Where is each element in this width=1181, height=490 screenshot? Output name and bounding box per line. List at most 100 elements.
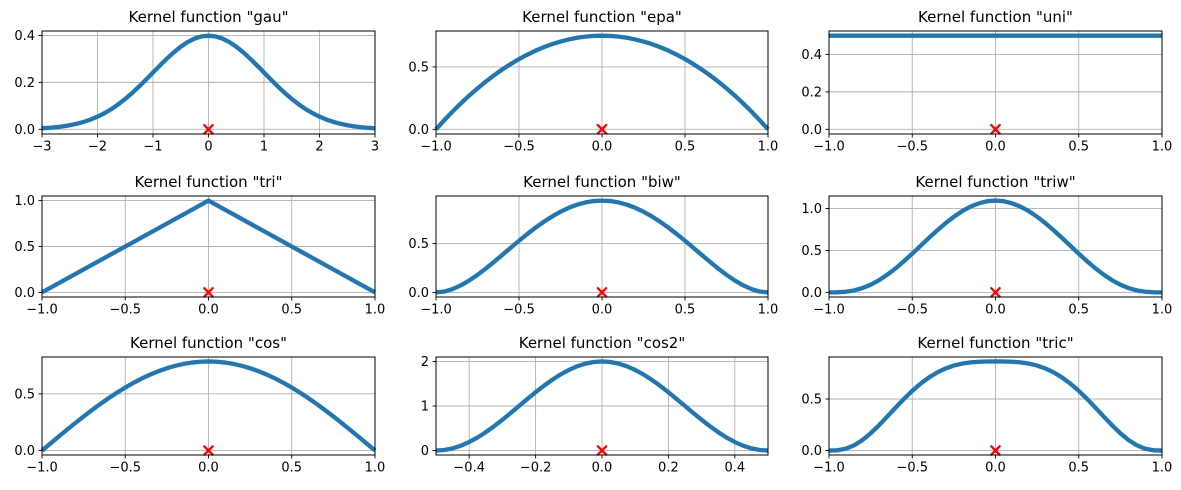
x-tick-label: 0.5 — [1068, 461, 1089, 476]
subplot-title: Kernel function "cos2" — [519, 334, 686, 352]
origin-x-marker-icon — [596, 287, 608, 298]
subplot-uni: −1.0 −0.5 0.0 0.5 1.0 0.0 0.2 0.4 Kernel functio… — [787, 0, 1181, 165]
x-tick-label: 0 — [204, 140, 212, 155]
y-tick-label: 1 — [421, 400, 429, 415]
x-tick-label: −1.0 — [813, 140, 845, 155]
subplot-biw: −1.0 −0.5 0.0 0.5 1.0 0.0 0.5 Kernel function "… — [394, 165, 787, 327]
subplot-title: Kernel function "tri" — [135, 173, 283, 191]
origin-x-marker-icon — [990, 287, 1001, 298]
origin-x-marker-icon — [990, 123, 1001, 135]
grid-lines — [435, 196, 769, 297]
x-tick-label: 1.0 — [365, 303, 386, 318]
subplot-cos: −1.0 −0.5 0.0 0.5 1.0 0.0 0.5 Kernel function "… — [0, 327, 394, 490]
x-tick-label: 0.4 — [724, 461, 745, 476]
tick-marks — [825, 208, 1163, 301]
x-tick-label: 1.0 — [1152, 303, 1173, 318]
y-tick-label: 0.5 — [14, 387, 35, 402]
tick-labels: −1.0 −0.5 0.0 0.5 1.0 0.0 0.5 — [408, 60, 778, 154]
x-tick-label: 0.0 — [985, 140, 1006, 155]
x-tick-label: −1.0 — [813, 461, 845, 476]
subplot-title: Kernel function "triw" — [915, 173, 1075, 191]
y-tick-label: 0.5 — [801, 244, 822, 259]
grid-lines — [436, 357, 768, 455]
x-tick-label: −0.5 — [109, 461, 141, 476]
y-tick-label: 0.5 — [408, 60, 429, 75]
x-tick-label: 1.0 — [758, 303, 779, 318]
x-tick-label: 0.5 — [675, 303, 696, 318]
tick-labels: −1.0 −0.5 0.0 0.5 1.0 0.0 0.5 — [408, 237, 778, 318]
kernel-curve — [40, 198, 377, 295]
y-tick-label: 0.0 — [801, 123, 822, 138]
x-tick-label: −2 — [88, 140, 107, 155]
x-tick-label: 1.0 — [1152, 461, 1173, 476]
tick-marks — [825, 53, 1163, 138]
grid-lines — [41, 31, 376, 134]
y-tick-label: 0.0 — [801, 286, 822, 301]
tick-marks — [38, 34, 376, 138]
x-tick-label: 0.5 — [281, 461, 302, 476]
tick-marks — [38, 393, 376, 459]
origin-x-marker-icon — [990, 445, 1001, 456]
tick-marks — [432, 66, 769, 138]
x-tick-label: 1.0 — [758, 140, 779, 155]
y-tick-label: 1.0 — [14, 194, 35, 209]
subplot-title: Kernel function "biw" — [523, 173, 681, 191]
tick-marks — [432, 361, 736, 459]
x-tick-label: 0.0 — [198, 461, 219, 476]
x-tick-label: 0.0 — [592, 140, 613, 155]
subplot-title: Kernel function "gau" — [129, 8, 289, 26]
tick-marks — [38, 200, 376, 301]
tick-labels: −1.0 −0.5 0.0 0.5 1.0 0.0 0.5 1.0 — [14, 194, 385, 317]
x-tick-label: −0.2 — [520, 461, 552, 476]
y-tick-label: 0.0 — [14, 444, 35, 459]
subplot-title: Kernel function "epa" — [522, 8, 682, 26]
x-tick-label: 0.0 — [592, 303, 613, 318]
y-tick-label: 0.0 — [14, 286, 35, 301]
origin-x-marker-icon — [596, 445, 608, 456]
x-tick-label: −1.0 — [26, 303, 58, 318]
x-tick-label: 1 — [260, 140, 268, 155]
y-tick-label: 0.2 — [14, 76, 35, 91]
kernel-curve — [435, 198, 769, 295]
origin-x-marker-icon — [203, 445, 214, 456]
grid-lines — [828, 31, 1163, 134]
kernel-curve — [828, 359, 1163, 453]
subplot-title: Kernel function "uni" — [918, 8, 1073, 26]
tick-marks — [432, 242, 769, 301]
y-tick-label: 2 — [421, 355, 429, 370]
grid-lines — [828, 357, 1163, 455]
y-tick-label: 0.0 — [14, 123, 35, 138]
subplot-gau-canvas: −3 −2 −1 0 1 2 3 0.0 0.2 0.4 Kernel function "gau" — [14, 8, 379, 155]
subplot-tri-canvas: −1.0 −0.5 0.0 0.5 1.0 0.0 0.5 1.0 Kernel functio… — [14, 173, 385, 318]
tick-labels: −1.0 −0.5 0.0 0.5 1.0 0.0 0.5 — [14, 387, 385, 475]
x-tick-label: −0.5 — [503, 140, 535, 155]
subplot-cos2-canvas: −0.4 −0.2 0.0 0.2 0.4 0 1 2 Kernel function "cos… — [421, 334, 769, 476]
x-tick-label: 0.0 — [985, 303, 1006, 318]
subplot-cos2: −0.4 −0.2 0.0 0.2 0.4 0 1 2 Kernel function "cos… — [394, 327, 787, 490]
x-tick-label: 2 — [315, 140, 323, 155]
x-tick-label: −0.5 — [503, 303, 535, 318]
subplot-tri: −1.0 −0.5 0.0 0.5 1.0 0.0 0.5 1.0 Kernel functio… — [0, 165, 394, 327]
x-tick-label: 1.0 — [365, 461, 386, 476]
y-tick-label: 0.0 — [801, 444, 822, 459]
x-tick-label: 0.5 — [1068, 140, 1089, 155]
y-tick-label: 0.5 — [408, 237, 429, 252]
tick-labels: −1.0 −0.5 0.0 0.5 1.0 0.0 0.5 — [801, 393, 1172, 476]
tick-labels: −3 −2 −1 0 1 2 3 0.0 0.2 0.4 — [14, 29, 379, 155]
subplot-title: Kernel function "tric" — [917, 334, 1073, 352]
subplot-biw-canvas: −1.0 −0.5 0.0 0.5 1.0 0.0 0.5 Kernel function "… — [408, 173, 778, 318]
x-tick-label: −0.5 — [896, 303, 928, 318]
x-tick-label: −0.5 — [109, 303, 141, 318]
x-tick-label: 0.2 — [658, 461, 679, 476]
kernel-curve — [435, 359, 769, 453]
x-tick-label: −1 — [143, 140, 162, 155]
x-tick-label: −1.0 — [420, 303, 452, 318]
grid-lines — [41, 357, 376, 455]
kernel-curve — [41, 33, 376, 131]
x-tick-label: 3 — [371, 140, 379, 155]
origin-x-marker-icon — [596, 123, 608, 135]
tick-labels: −1.0 −0.5 0.0 0.5 1.0 0.0 0.5 1.0 — [801, 202, 1172, 318]
y-tick-label: 0.2 — [801, 85, 822, 100]
kernel-curve — [828, 198, 1163, 295]
